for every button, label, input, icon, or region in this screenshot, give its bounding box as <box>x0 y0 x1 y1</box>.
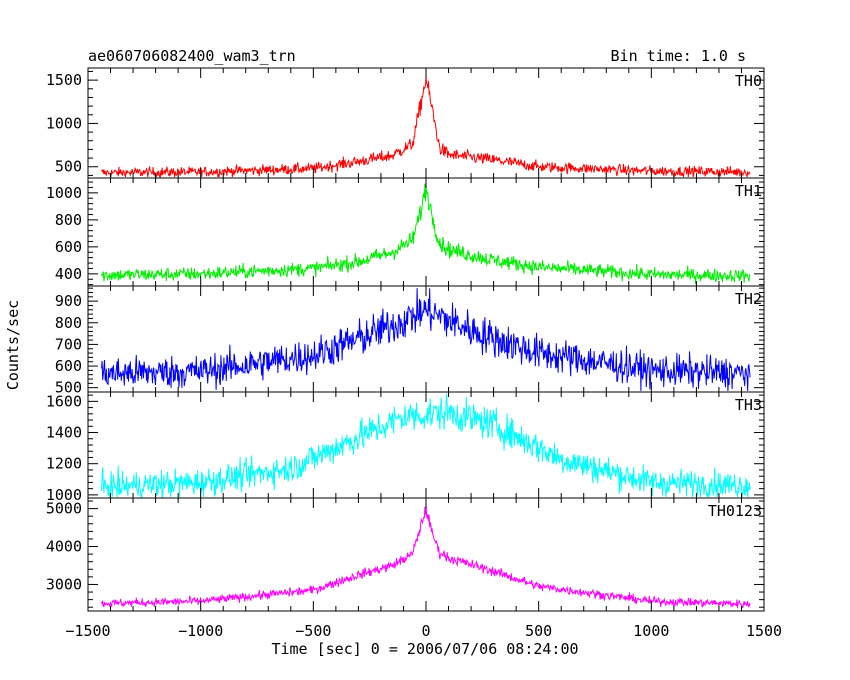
series-line-th3 <box>101 393 751 498</box>
y-tick-label: 400 <box>55 265 82 283</box>
panel-label: TH3 <box>735 396 762 414</box>
y-tick-label: 500 <box>55 379 82 397</box>
panel-th2: TH2 500 600 700 800 900 <box>55 285 765 397</box>
chart-title: ae060706082400_wam3_trn <box>88 47 296 65</box>
series-line-th0123 <box>101 505 751 609</box>
panel-label: TH2 <box>735 290 762 308</box>
panel-th3: TH3 1000 1200 1400 1600 <box>46 391 765 504</box>
y-tick-label: 1200 <box>46 455 82 473</box>
y-tick-label: 700 <box>55 335 82 353</box>
y-tick-label: 1500 <box>46 71 82 89</box>
y-tick-label: 500 <box>55 158 82 176</box>
y-axis-label: Counts/sec <box>4 300 22 390</box>
y-tick-label: 800 <box>55 314 82 332</box>
panel-label: TH0 <box>735 72 762 90</box>
panel-label: TH0123 <box>708 502 762 520</box>
bin-time-label: Bin time: 1.0 s <box>611 47 746 65</box>
x-tick-label: −500 <box>295 622 331 640</box>
y-tick-label: 600 <box>55 357 82 375</box>
panels-group: TH0 500 1000 1500 TH1 400 600 800 1000 TH2 500 600 7… <box>46 67 782 640</box>
y-tick-label: 1000 <box>46 184 82 202</box>
y-tick-label: 800 <box>55 211 82 229</box>
y-tick-label: 4000 <box>46 538 82 556</box>
y-tick-label: 1400 <box>46 424 82 442</box>
x-tick-label: 500 <box>525 622 552 640</box>
y-tick-label: 1000 <box>46 486 82 504</box>
x-tick-label: −1500 <box>65 622 110 640</box>
y-tick-label: 1600 <box>46 392 82 410</box>
panel-th1: TH1 400 600 800 1000 <box>46 177 765 287</box>
series-line-th2 <box>101 288 751 392</box>
panel-th0: TH0 500 1000 1500 <box>46 67 765 179</box>
panel-label: TH1 <box>735 182 762 200</box>
panel-th0123: TH0123 3000 4000 5000 <box>46 497 765 612</box>
y-tick-label: 600 <box>55 238 82 256</box>
x-tick-label: −1000 <box>178 622 223 640</box>
panel-frame <box>87 497 765 612</box>
y-tick-label: 5000 <box>46 500 82 518</box>
series-line-th1 <box>101 183 751 285</box>
x-tick-label: 0 <box>421 622 430 640</box>
series-line-th0 <box>101 77 751 179</box>
x-tick-label: 1500 <box>746 622 782 640</box>
y-tick-label: 900 <box>55 292 82 310</box>
y-tick-label: 1000 <box>46 114 82 132</box>
x-axis-label: Time [sec] 0 = 2006/07/06 08:24:00 <box>271 640 578 658</box>
y-tick-label: 3000 <box>46 575 82 593</box>
x-tick-label: 1000 <box>633 622 669 640</box>
